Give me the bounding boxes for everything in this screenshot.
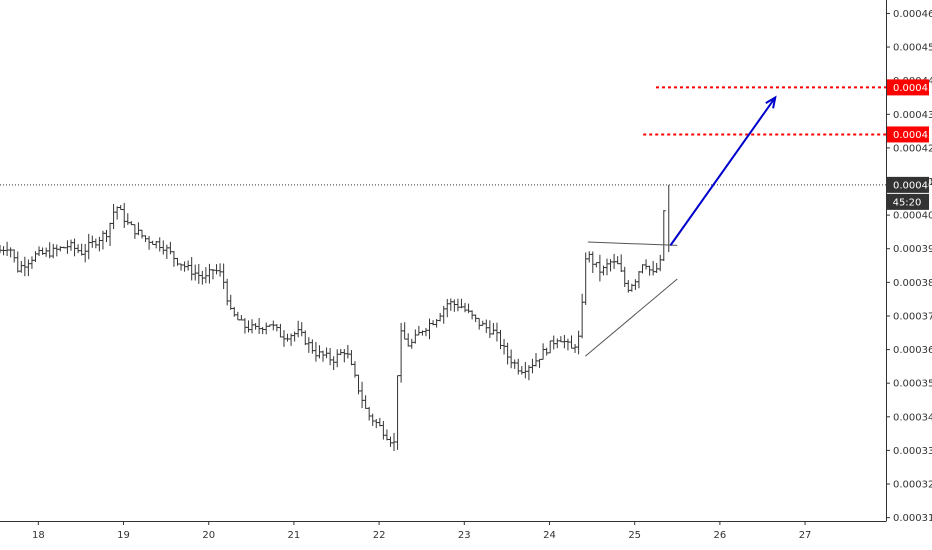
x-tick-label: 21	[288, 530, 301, 541]
level-price-tag-2-bg	[887, 176, 929, 193]
projection-arrow-head	[765, 95, 777, 109]
level-price-tag-2: 0.000409	[893, 180, 932, 191]
x-tick-label: 24	[543, 530, 556, 541]
y-tick-label: 0.000460	[893, 9, 932, 20]
x-tick-label: 26	[714, 530, 727, 541]
price-bars	[0, 184, 670, 452]
projection-arrow[interactable]	[669, 96, 777, 246]
level-price-tag-1-bg	[887, 126, 929, 143]
x-tick-label: 23	[458, 530, 471, 541]
countdown-bg	[887, 193, 929, 210]
x-tick-label: 18	[32, 530, 45, 541]
drawings-layer	[0, 86, 886, 357]
level-price-tag-0: 0.000438	[893, 83, 932, 94]
trend-line-0[interactable]	[587, 241, 678, 246]
x-tick-label: 27	[799, 530, 812, 541]
x-tick-label: 20	[202, 530, 215, 541]
x-tick-label: 22	[373, 530, 386, 541]
level-price-tag-1: 0.000424	[893, 130, 932, 141]
level-price-tag-0-bg	[887, 79, 929, 96]
trend-line-1[interactable]	[584, 278, 678, 357]
x-tick-label: 19	[117, 530, 130, 541]
x-tick-label: 25	[628, 530, 641, 541]
countdown-label: 45:20	[893, 197, 922, 208]
